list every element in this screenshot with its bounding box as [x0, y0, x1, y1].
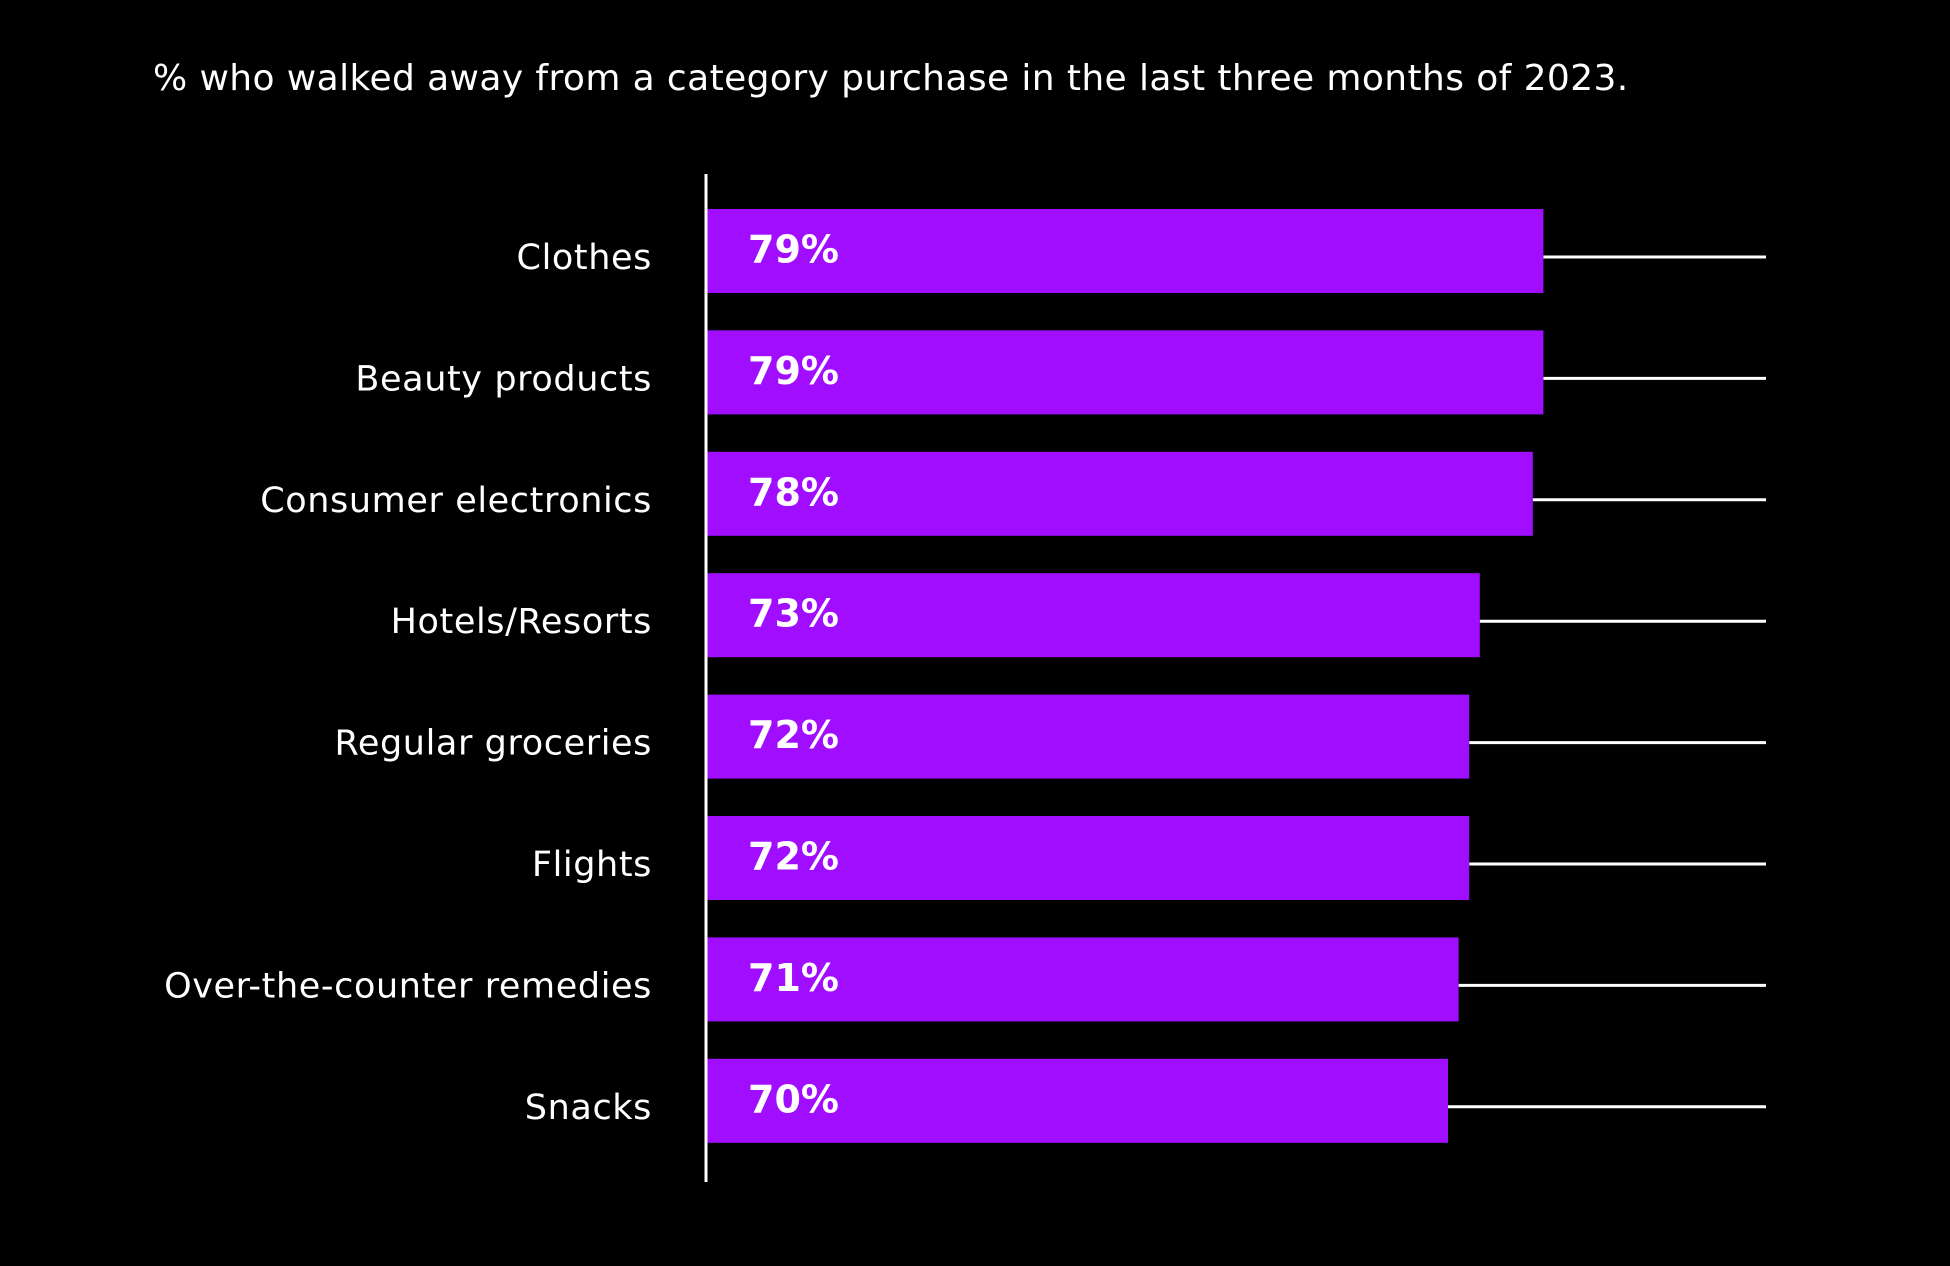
- value-label: 78%: [748, 470, 839, 514]
- category-label: Hotels/Resorts: [391, 602, 652, 642]
- bar-row-snacks: 70% Snacks: [525, 1058, 1766, 1143]
- value-label: 72%: [748, 713, 839, 757]
- value-label: 73%: [748, 592, 839, 636]
- value-label: 79%: [748, 228, 839, 272]
- value-label: 79%: [748, 349, 839, 393]
- value-label: 71%: [748, 956, 839, 1000]
- category-label: Over-the-counter remedies: [164, 966, 652, 1006]
- bar-row-over-the-counter-remedies: 71% Over-the-counter remedies: [164, 937, 1766, 1022]
- bar-row-consumer-electronics: 78% Consumer electronics: [260, 451, 1766, 536]
- bar-row-clothes: 79% Clothes: [517, 209, 1766, 293]
- bar: [707, 1058, 1448, 1143]
- bar: [707, 937, 1459, 1022]
- bar: [707, 694, 1470, 779]
- bar-row-hotels-resorts: 73% Hotels/Resorts: [391, 573, 1766, 658]
- category-label: Consumer electronics: [260, 481, 652, 521]
- category-label: Clothes: [517, 238, 652, 278]
- category-label: Regular groceries: [335, 724, 652, 764]
- bar-row-regular-groceries: 72% Regular groceries: [335, 694, 1766, 779]
- bar: [707, 330, 1544, 415]
- chart-rows: 79% Clothes 79% Beauty products 78% Consumer …: [164, 209, 1766, 1143]
- value-label: 70%: [748, 1077, 839, 1121]
- value-label: 72%: [748, 835, 839, 879]
- bar: [707, 451, 1533, 536]
- category-label: Beauty products: [355, 359, 652, 399]
- bar: [707, 573, 1480, 658]
- chart-title: % who walked away from a category purcha…: [153, 58, 1629, 99]
- bar-row-beauty-products: 79% Beauty products: [355, 330, 1766, 415]
- bar: [707, 209, 1544, 293]
- bar-row-flights: 72% Flights: [532, 816, 1766, 900]
- category-label: Snacks: [525, 1088, 652, 1128]
- category-label: Flights: [532, 845, 652, 885]
- bar: [707, 816, 1470, 900]
